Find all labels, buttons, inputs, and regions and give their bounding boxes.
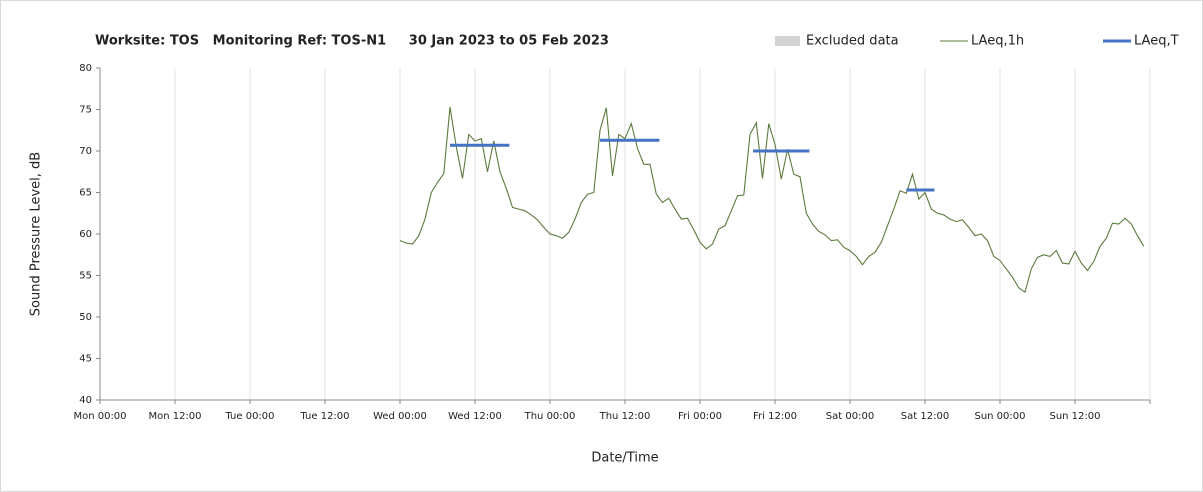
x-tick-label: Tue 12:00 bbox=[299, 411, 349, 422]
y-tick-label: 75 bbox=[79, 105, 92, 116]
x-tick-label: Wed 12:00 bbox=[448, 411, 502, 422]
y-tick-label: 65 bbox=[79, 188, 92, 199]
series-line bbox=[450, 138, 935, 192]
x-tick-label: Fri 12:00 bbox=[753, 411, 797, 422]
chart-title: Worksite: TOS Monitoring Ref: TOS-N1 30 … bbox=[95, 34, 609, 49]
x-tick-label: Mon 12:00 bbox=[148, 411, 201, 422]
x-tick-label: Sat 12:00 bbox=[901, 411, 949, 422]
legend-label: Excluded data bbox=[806, 34, 899, 49]
x-tick-label: Wed 00:00 bbox=[373, 411, 427, 422]
x-tick-label: Mon 00:00 bbox=[73, 411, 126, 422]
y-tick-label: 55 bbox=[79, 271, 92, 282]
y-tick-label: 45 bbox=[79, 354, 92, 365]
x-tick-label: Tue 00:00 bbox=[224, 411, 274, 422]
y-tick-label: 40 bbox=[79, 395, 92, 406]
legend-label: LAeq,1h bbox=[971, 34, 1024, 49]
x-tick-label: Sun 00:00 bbox=[974, 411, 1025, 422]
x-tick-label: Sat 00:00 bbox=[826, 411, 874, 422]
x-tick-label: Thu 00:00 bbox=[524, 411, 576, 422]
y-tick-label: 60 bbox=[79, 229, 92, 240]
series-line bbox=[399, 106, 1145, 293]
y-tick-label: 70 bbox=[79, 146, 92, 157]
x-axis-title: Date/Time bbox=[591, 451, 658, 466]
y-tick-label: 50 bbox=[79, 312, 92, 323]
legend-swatch bbox=[775, 36, 800, 46]
x-tick-label: Sun 12:00 bbox=[1049, 411, 1100, 422]
x-tick-label: Fri 00:00 bbox=[678, 411, 722, 422]
x-tick-label: Thu 12:00 bbox=[599, 411, 651, 422]
y-axis-title: Sound Pressure Level, dB bbox=[29, 152, 44, 316]
y-tick-label: 80 bbox=[79, 63, 92, 74]
legend-label: LAeq,T bbox=[1134, 34, 1179, 49]
